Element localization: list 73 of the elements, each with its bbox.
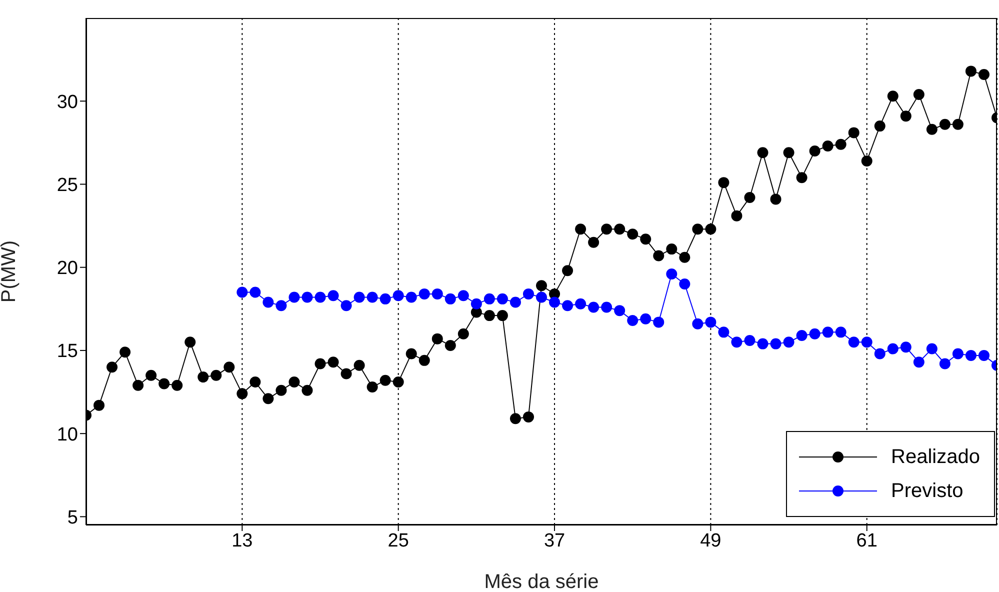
point — [692, 318, 704, 330]
point — [770, 338, 782, 350]
legend-label: Previsto — [891, 480, 964, 502]
point — [874, 348, 886, 360]
point — [418, 288, 430, 300]
point — [250, 286, 261, 298]
point — [496, 293, 508, 304]
point — [666, 268, 678, 280]
point — [288, 292, 300, 303]
point — [562, 300, 574, 312]
point — [354, 292, 365, 303]
point — [302, 292, 313, 303]
point — [978, 350, 990, 361]
point — [484, 293, 495, 304]
point — [640, 313, 652, 324]
point — [549, 296, 560, 308]
point — [848, 336, 860, 348]
point — [627, 315, 638, 326]
x-tick-label: 25 — [388, 530, 409, 552]
point — [470, 298, 482, 310]
y-tick-label: 15 — [56, 341, 78, 362]
point — [926, 343, 938, 354]
y-tick-label: 25 — [56, 174, 78, 196]
point — [952, 348, 964, 360]
point — [718, 326, 730, 338]
point — [601, 302, 612, 313]
point — [340, 300, 352, 312]
point — [432, 288, 443, 300]
point — [380, 293, 391, 304]
point — [314, 292, 326, 303]
point — [575, 298, 586, 310]
y-axis-title: P(MW) — [0, 240, 20, 303]
point — [900, 342, 912, 353]
point — [328, 290, 339, 302]
point — [679, 278, 690, 290]
y-tick-label: 20 — [56, 258, 78, 280]
point — [366, 292, 378, 303]
x-tick-label: 37 — [544, 530, 566, 552]
y-tick-label: 5 — [67, 507, 78, 528]
point — [965, 350, 976, 361]
point — [913, 356, 924, 368]
point — [822, 326, 834, 338]
y-tick-label: 30 — [56, 92, 78, 113]
x-tick-label: 13 — [232, 530, 253, 552]
point — [705, 316, 716, 328]
point — [783, 336, 794, 348]
point — [796, 330, 808, 341]
x-axis-title: Mês da série — [484, 571, 599, 592]
point — [406, 292, 417, 303]
legend-label: Realizado — [891, 446, 980, 468]
y-tick-label: 10 — [56, 424, 78, 446]
point — [939, 358, 950, 370]
point — [392, 290, 404, 302]
x-tick-label: 61 — [856, 530, 878, 552]
point — [536, 292, 547, 303]
point — [835, 326, 846, 338]
point — [510, 296, 521, 308]
point — [861, 336, 872, 348]
point — [262, 296, 274, 308]
point — [236, 286, 248, 298]
point — [757, 338, 768, 350]
point — [444, 293, 456, 304]
point — [458, 290, 469, 302]
x-tick-label: 49 — [700, 530, 722, 552]
point — [887, 343, 898, 354]
point — [809, 328, 820, 340]
point — [522, 288, 534, 300]
point — [276, 300, 287, 312]
point — [744, 334, 756, 346]
point — [614, 305, 626, 316]
point — [588, 302, 600, 313]
point — [731, 336, 742, 348]
point — [653, 316, 664, 328]
